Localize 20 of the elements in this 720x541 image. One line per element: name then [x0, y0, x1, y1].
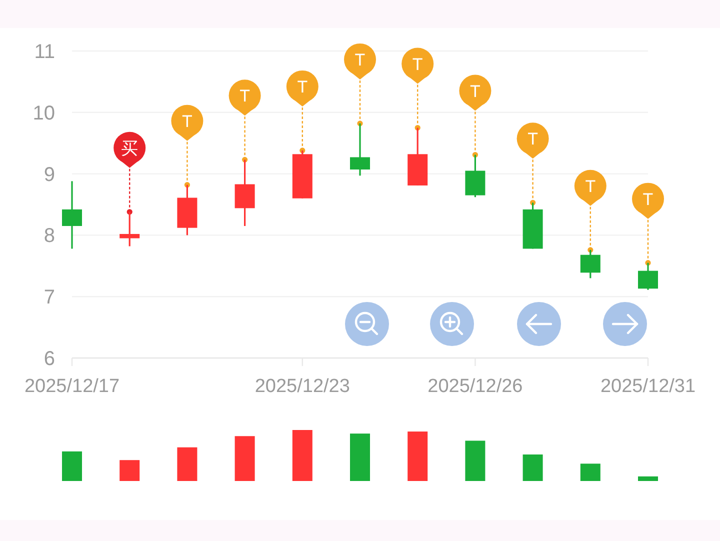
data-label: T [412, 54, 423, 74]
x-tick-label: 2025/12/31 [600, 376, 696, 397]
y-tick-label: 10 [32, 102, 55, 124]
data-label: 买 [121, 138, 138, 158]
y-tick-label: 8 [44, 225, 55, 248]
data-label: T [354, 50, 366, 70]
y-tick-label: 7 [44, 286, 55, 309]
data-label: T [642, 190, 654, 209]
data-label: T [297, 77, 308, 96]
y-tick-label: 6 [44, 348, 55, 370]
data-label: T [240, 86, 250, 106]
data-label: T [182, 112, 192, 131]
data-label: T [470, 82, 480, 101]
x-tick-label: 2025/12/17 [24, 376, 120, 397]
data-label: T [528, 130, 538, 149]
y-tick-label: 9 [44, 164, 55, 186]
x-tick-label: 2025/12/23 [254, 376, 350, 397]
data-label: T [585, 176, 596, 196]
y-tick-label: 11 [34, 41, 55, 63]
x-tick-label: 2025/12/26 [428, 376, 523, 397]
